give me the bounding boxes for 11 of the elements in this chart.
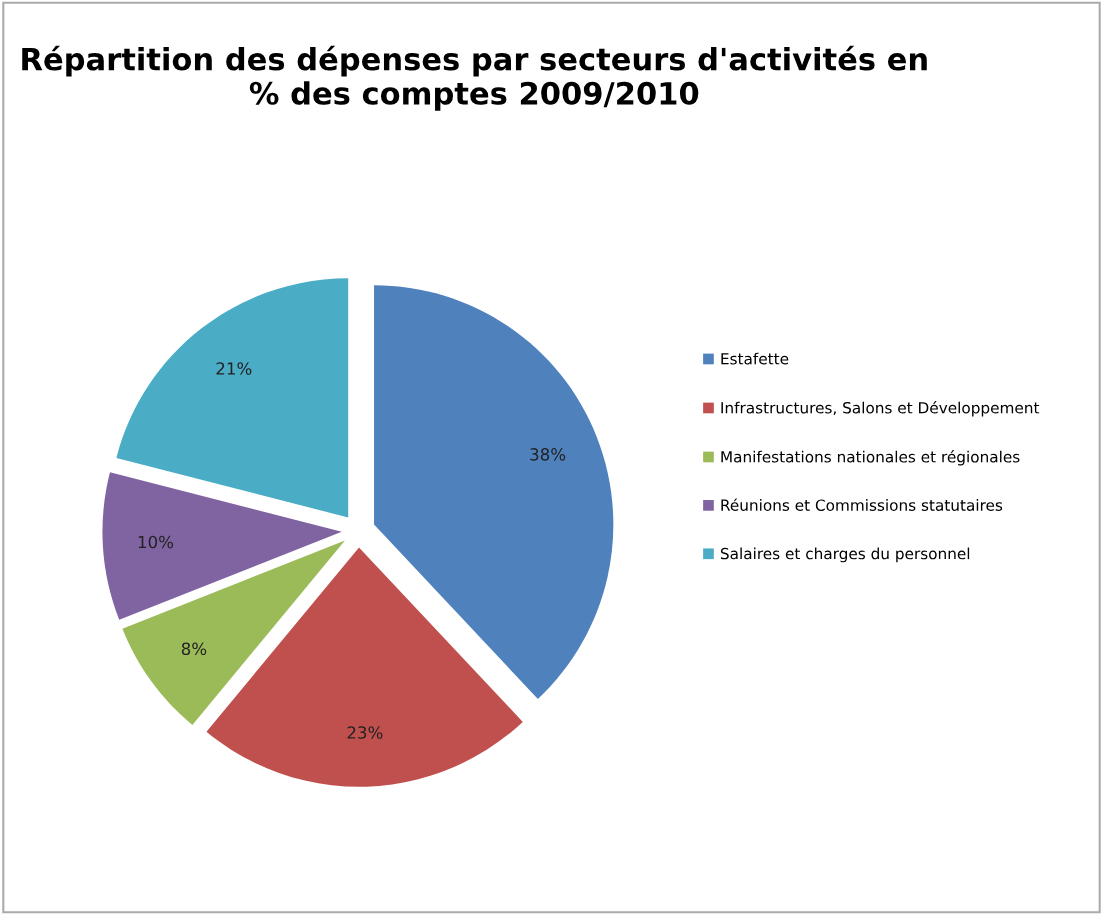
legend-label: Estafette: [721, 352, 789, 365]
data-label: 10%: [138, 535, 174, 549]
legend-label: Réunions et Commissions statutaires: [721, 498, 1003, 511]
data-label: 21%: [216, 362, 252, 375]
legend-label: Infrastructures, Salons et Développement: [721, 401, 1040, 417]
chart-title: Répartition des dépenses par secteurs d'activités en % des comptes 2009/2010: [22, 45, 927, 111]
data-label: 38%: [530, 448, 566, 461]
legend-label: Manifestations nationales et régionales: [721, 450, 1020, 466]
data-label: 23%: [347, 726, 383, 739]
data-label: 8%: [181, 642, 207, 656]
legend-label: Salaires et charges du personnel: [720, 547, 970, 563]
